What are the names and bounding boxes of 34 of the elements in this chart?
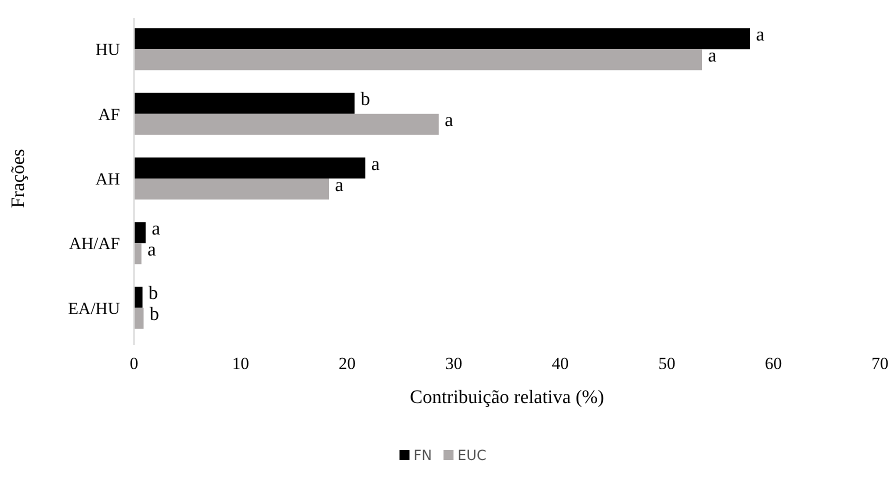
bar [134,49,702,70]
annotation: b [148,283,158,304]
legend-label: FN [414,448,432,464]
bar [134,28,750,50]
bar [134,157,366,178]
y-tick-label: AH/AF [68,234,120,254]
annotation: a [756,24,765,46]
x-tick-label: 30 [445,354,462,373]
x-tick-label: 20 [338,354,356,373]
y-tick-label: AH [95,169,120,188]
bar [134,178,330,200]
x-axis-title: Contribuição relativa (%) [410,387,604,408]
x-tick-label: 10 [232,354,250,373]
bar [134,222,146,244]
annotation: a [444,110,454,132]
annotation: b [150,304,160,326]
legend-label: EUC [458,448,487,464]
y-tick-label: AF [98,104,120,124]
annotation: a [147,240,156,261]
x-tick-label: 60 [764,354,782,373]
x-tick-label: 50 [658,354,676,373]
bar [134,114,439,135]
y-tick-label: EA/HU [68,298,120,318]
x-tick-label: 0 [130,354,138,373]
annotation: a [708,46,718,67]
annotation: a [371,154,380,175]
x-tick-label: 40 [552,354,569,373]
annotation: a [335,174,344,196]
y-tick-label: HU [95,40,120,60]
bar [134,92,355,114]
x-tick-label: 70 [872,354,888,373]
y-axis-title: Frações [8,148,29,208]
annotation: a [152,218,161,240]
annotation: b [360,89,370,110]
